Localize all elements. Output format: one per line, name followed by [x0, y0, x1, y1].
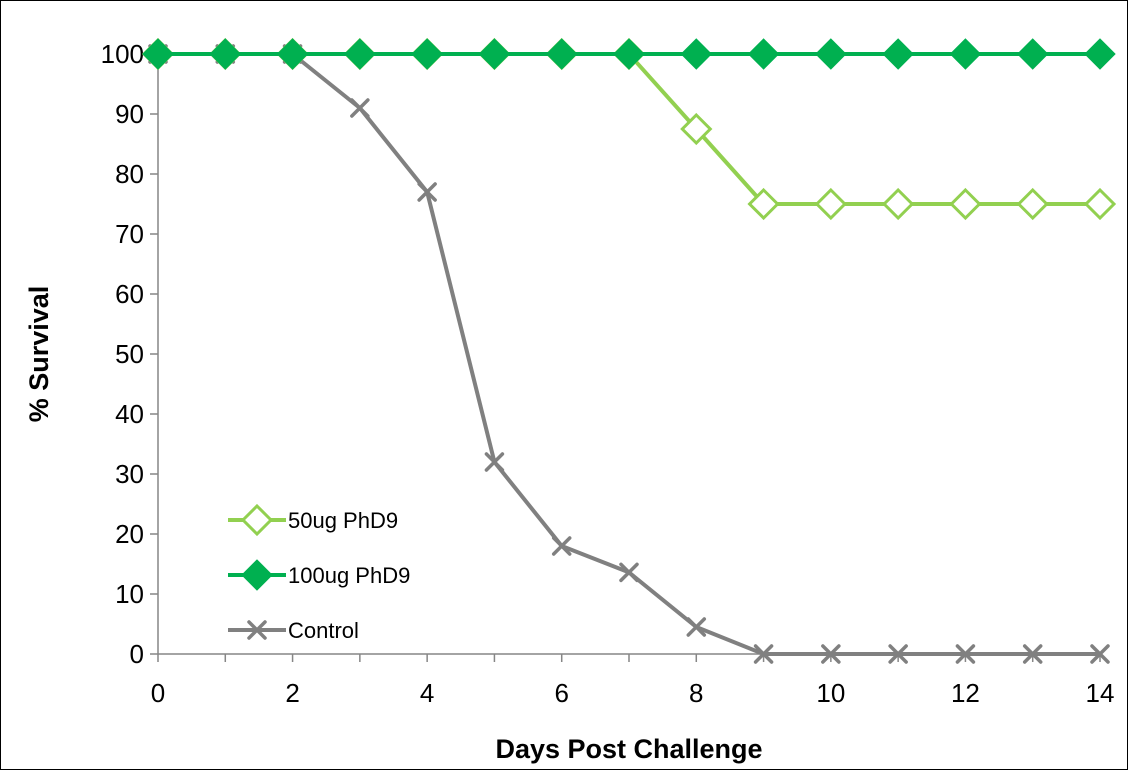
data-point-control	[821, 644, 841, 664]
data-point-control	[753, 644, 774, 664]
data-point-control-stroke	[888, 644, 908, 664]
data-point-control	[484, 452, 505, 472]
data-point-100ug-phd9	[949, 38, 982, 70]
data-point-100ug-phd9	[276, 38, 309, 70]
data-point-100ug-phd9	[1084, 38, 1116, 70]
x-tick-label: 4	[420, 678, 434, 708]
data-point-100ug-phd9	[142, 38, 174, 70]
y-tick-label: 90	[115, 99, 144, 129]
data-point-control-stroke	[955, 644, 976, 664]
data-point-100ug-phd9	[209, 38, 241, 70]
data-point-100ug-phd9	[344, 38, 376, 70]
x-tick-label: 8	[689, 678, 703, 708]
data-point-50ug-phd9	[747, 187, 780, 221]
data-point-control	[417, 182, 437, 202]
data-point-control-stroke	[551, 536, 572, 556]
legend-item-50ug-phd9: 50ug PhD9	[228, 503, 398, 537]
data-point-100ug-phd9	[1017, 38, 1049, 70]
data-point-control-stroke	[484, 452, 505, 472]
x-axis-title: Days Post Challenge	[495, 734, 762, 764]
legend-item-control: Control	[228, 618, 359, 643]
series-layer	[141, 37, 1117, 664]
data-point-control-stroke	[350, 98, 370, 118]
data-point-control	[888, 644, 908, 664]
y-tick-label: 40	[115, 399, 144, 429]
legend-marker-stroke	[247, 620, 267, 640]
data-point-100ug-phd9	[882, 38, 914, 70]
x-tick-label: 6	[554, 678, 568, 708]
legend-label: Control	[288, 618, 359, 643]
y-tick-label: 80	[115, 159, 144, 189]
x-tick-label: 0	[151, 678, 165, 708]
data-point-50ug-phd9	[949, 187, 982, 221]
y-tick-label: 60	[115, 279, 144, 309]
data-point-control-stroke	[1022, 644, 1043, 664]
data-point-control-stroke	[821, 644, 841, 664]
data-point-100ug-phd9	[411, 38, 443, 70]
legend-item-100ug-phd9: 100ug PhD9	[228, 559, 410, 591]
series-line-50ug-phd9	[158, 52, 1100, 206]
y-tick-label: 100	[101, 39, 144, 69]
legend-marker	[241, 559, 273, 591]
data-point-100ug-phd9	[747, 38, 780, 70]
y-tick-label: 70	[115, 219, 144, 249]
data-point-control	[686, 617, 707, 637]
data-point-control-stroke	[619, 562, 639, 583]
legend: 50ug PhD9 100ug PhD9 Control	[228, 503, 410, 643]
data-point-100ug-phd9	[815, 38, 847, 70]
legend-label: 50ug PhD9	[288, 508, 398, 533]
x-tick-label: 2	[285, 678, 299, 708]
series-100ug-phd9	[142, 38, 1116, 70]
data-point-control-stroke	[753, 644, 774, 664]
data-point-control	[1022, 644, 1043, 664]
data-point-50ug-phd9	[814, 187, 847, 221]
data-point-control-stroke	[417, 182, 437, 202]
data-point-100ug-phd9	[546, 38, 578, 70]
y-tick-label: 50	[115, 339, 144, 369]
data-point-100ug-phd9	[613, 38, 645, 70]
data-point-control	[350, 98, 370, 118]
data-point-100ug-phd9	[680, 38, 712, 70]
data-point-control-stroke	[1090, 644, 1110, 664]
data-point-50ug-phd9	[1016, 187, 1049, 221]
y-tick-label: 10	[115, 579, 144, 609]
data-point-control	[1090, 644, 1110, 664]
y-axis-title: % Survival	[24, 286, 54, 423]
x-tick-label: 10	[816, 678, 845, 708]
y-tick-label: 0	[130, 639, 144, 669]
y-tick-label: 20	[115, 519, 144, 549]
data-point-50ug-phd9	[680, 112, 713, 146]
legend-marker	[240, 503, 274, 537]
legend-label: 100ug PhD9	[288, 563, 410, 588]
data-point-100ug-phd9	[478, 38, 511, 70]
data-point-control	[619, 562, 639, 583]
data-point-control	[551, 536, 572, 556]
x-tick-label: 12	[951, 678, 980, 708]
data-point-control	[955, 644, 976, 664]
axes: 0 10 20 30 40 50 60 70 80 90 100 0 2 4 6 8 10 12 14	[101, 39, 1115, 708]
y-tick-label: 30	[115, 459, 144, 489]
data-point-50ug-phd9	[882, 187, 915, 221]
data-point-50ug-phd9	[1083, 187, 1117, 221]
legend-marker	[247, 620, 267, 640]
data-point-control-stroke	[686, 617, 707, 637]
x-tick-label: 14	[1086, 678, 1115, 708]
